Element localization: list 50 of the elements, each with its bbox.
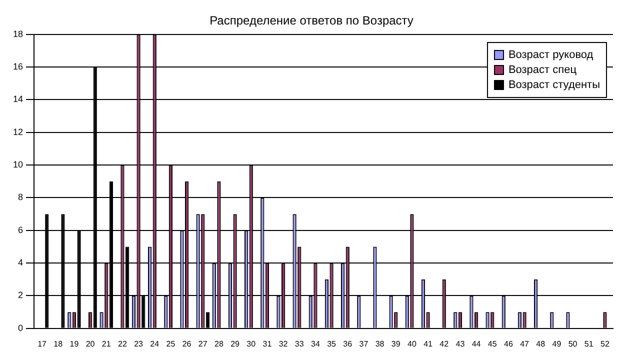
y-tick-label: 14 (12, 94, 24, 104)
x-tick-label: 31 (262, 339, 272, 348)
x-tick-label: 32 (278, 339, 288, 348)
x-tick-label: 42 (440, 339, 450, 348)
x-tick-label: 35 (327, 339, 337, 348)
x-tick-label: 39 (391, 339, 401, 348)
x-tick-label: 46 (504, 339, 514, 348)
x-tick-label: 44 (472, 339, 482, 348)
legend-label: Возраст руковод (508, 49, 594, 61)
x-tick-label: 43 (456, 339, 466, 348)
x-tick-label: 22 (118, 339, 128, 348)
x-tick-label: 33 (294, 339, 304, 348)
legend-label: Возраст студенты (508, 79, 600, 91)
x-tick-label: 18 (54, 339, 64, 348)
y-tick-label: 6 (18, 224, 24, 235)
x-tick-label: 50 (568, 339, 578, 348)
y-tick-label: 8 (18, 192, 24, 202)
x-tick-label: 34 (311, 339, 320, 348)
x-tick-label: 38 (375, 339, 385, 348)
x-tick-label: 25 (166, 339, 176, 348)
x-tick-label: 49 (552, 339, 562, 348)
x-tick-label: 48 (536, 339, 546, 348)
x-tick-label: 19 (70, 339, 80, 348)
x-tick-label: 29 (230, 339, 240, 348)
x-tick-label: 30 (246, 339, 256, 348)
x-tick-label: 52 (600, 339, 610, 348)
x-tick-label: 23 (134, 339, 144, 348)
x-tick-label: 24 (150, 339, 160, 348)
legend-label: Возраст спец (508, 64, 577, 76)
x-tick-label: 28 (214, 339, 224, 348)
x-tick-label: 36 (343, 339, 353, 348)
y-tick-label: 18 (12, 28, 24, 39)
x-tick-label: 37 (359, 339, 369, 348)
y-tick-label: 4 (18, 258, 24, 268)
x-tick-label: 20 (86, 339, 96, 348)
x-tick-label: 41 (424, 339, 434, 348)
x-tick-label: 40 (408, 339, 417, 348)
x-tick-label: 45 (488, 339, 498, 348)
y-tick-label: 2 (18, 290, 24, 300)
x-tick-label: 47 (520, 339, 530, 348)
x-tick-label: 51 (584, 339, 594, 348)
x-tick-label: 17 (38, 339, 48, 348)
y-tick-label: 16 (12, 62, 24, 72)
y-tick-label: 10 (12, 160, 24, 170)
y-tick-label: 0 (18, 322, 24, 333)
x-tick-label: 21 (102, 339, 112, 348)
y-tick-label: 12 (12, 126, 24, 137)
chart-title: Распределение ответов по Возрасту (210, 14, 414, 28)
x-tick-label: 27 (198, 339, 208, 348)
x-tick-label: 26 (182, 339, 192, 348)
